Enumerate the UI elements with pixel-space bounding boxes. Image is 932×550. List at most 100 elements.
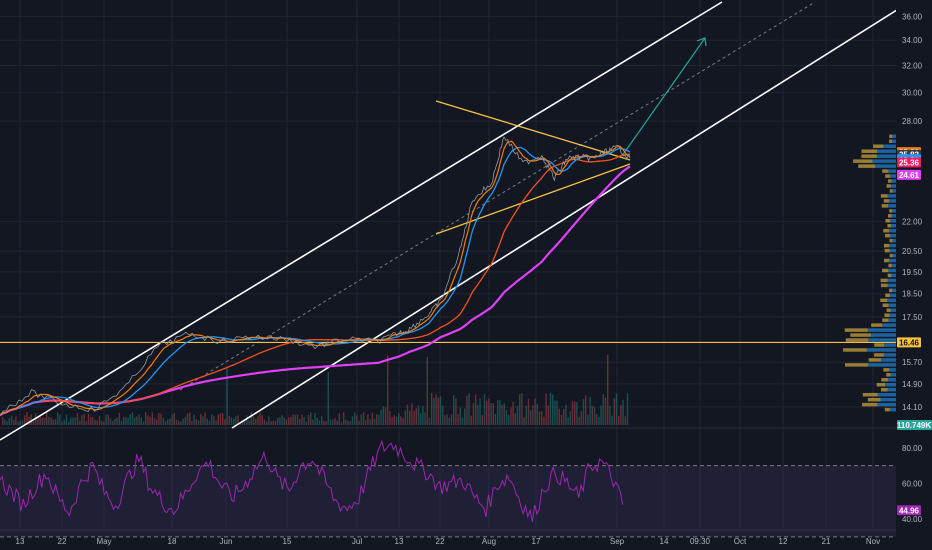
profile-bar-sell: [888, 268, 896, 273]
volume-bar: [314, 412, 316, 425]
volume-bar: [257, 415, 259, 425]
projection-arrowhead: [696, 37, 707, 47]
profile-bar-sell: [892, 209, 896, 213]
ma-20-line: [0, 146, 631, 416]
rsi-badge: [897, 505, 921, 516]
volume-bar: [39, 415, 41, 425]
volume-bar: [345, 419, 347, 425]
volume-bar: [123, 417, 125, 425]
volume-bar: [543, 416, 545, 425]
volume-bar: [186, 413, 189, 425]
price-axis-bg: [896, 0, 932, 550]
volume-bar: [116, 417, 118, 425]
volume-bar: [52, 419, 54, 425]
volume-bar: [510, 407, 512, 425]
volume-bar: [305, 421, 307, 425]
volume-bar: [488, 398, 490, 425]
price-badge: [897, 157, 921, 168]
volume-bar: [285, 419, 288, 425]
profile-bar-buy: [850, 333, 871, 337]
profile-bar-buy: [845, 338, 869, 342]
volume-bar: [499, 400, 501, 425]
volume-badge: [897, 420, 932, 430]
volume-bar: [98, 415, 101, 425]
profile-bar-buy: [889, 253, 893, 258]
rsi-tick-label: 40.00: [902, 515, 923, 524]
volume-bar: [492, 403, 494, 425]
volume-bar: [272, 420, 274, 425]
volume-bar: [175, 419, 178, 425]
volume-bar: [611, 415, 613, 425]
volume-bar: [303, 417, 305, 425]
volume-bar: [448, 417, 450, 425]
volume-bar: [197, 420, 200, 425]
volume-bar: [134, 417, 136, 425]
volume-bar: [466, 395, 468, 425]
volume-bar: [301, 414, 303, 425]
profile-bar-sell: [891, 223, 896, 228]
volume-bar: [156, 419, 158, 425]
volume-bar: [340, 421, 343, 425]
volume-bar: [585, 395, 587, 425]
profile-bar-buy: [884, 407, 890, 412]
profile-bar-sell: [884, 343, 896, 347]
volume-bar: [215, 420, 217, 425]
time-tick-label: Jul: [352, 537, 362, 546]
profile-bar-sell: [872, 159, 896, 163]
axes: 36.00 34.00 32.00 30.00 28.00 22.00 20.50 19.50…: [16, 0, 932, 550]
volume-bar: [96, 420, 98, 425]
volume-bar: [184, 417, 186, 425]
volume-bar: [609, 406, 611, 425]
profile-bar-buy: [861, 154, 877, 158]
volume-bar: [81, 415, 83, 425]
volume-bar: [307, 414, 310, 425]
volume-bar: [552, 394, 554, 425]
volume-bar: [618, 415, 620, 425]
volume-bar: [387, 355, 389, 425]
profile-bar-buy: [884, 248, 890, 253]
volume-bar: [171, 414, 173, 425]
volume-bar: [259, 412, 261, 425]
volume-bar: [173, 412, 175, 425]
volume-bar: [226, 368, 228, 425]
volume-bar: [481, 415, 483, 425]
volume-bar: [118, 412, 120, 425]
volume-bar: [54, 419, 57, 425]
volume-bar: [413, 410, 415, 425]
volume-bar: [536, 403, 538, 425]
volume-bar: [563, 408, 565, 425]
profile-bar-sell: [887, 387, 896, 392]
profile-bar-buy: [883, 199, 890, 203]
price-tick-label: 36.00: [902, 12, 923, 21]
volume-bar: [233, 418, 235, 425]
volume-bar: [600, 405, 602, 425]
volume-bar: [336, 420, 338, 425]
profile-bar-buy: [874, 353, 884, 357]
volume-bar: [76, 413, 79, 425]
profile-bar-sell: [867, 363, 896, 367]
volume-bar: [57, 412, 59, 425]
profile-bar-sell: [867, 328, 896, 332]
volume-bar: [48, 417, 50, 425]
volume-bar: [26, 412, 28, 425]
profile-bar-buy: [876, 383, 886, 387]
volume-bar: [483, 394, 486, 425]
profile-bar-buy: [880, 278, 888, 283]
volume-bar: [235, 416, 237, 425]
volume-bar: [417, 405, 420, 425]
volume-bar: [244, 421, 246, 425]
volume-bar: [248, 420, 250, 425]
volume-bar: [288, 417, 290, 425]
profile-bar-buy: [885, 174, 891, 178]
price-tick-label: 20.50: [902, 247, 923, 256]
volume-bar: [512, 401, 514, 425]
volume-bar: [114, 418, 116, 425]
volume-bar: [508, 415, 510, 425]
profile-bar-buy: [883, 228, 890, 233]
profile-bar-buy: [888, 263, 892, 268]
profile-bar-buy: [886, 184, 891, 188]
volume-bar: [85, 421, 87, 425]
profile-bar-buy: [880, 194, 888, 198]
volume-bar: [158, 412, 160, 425]
volume-bar: [28, 416, 30, 425]
